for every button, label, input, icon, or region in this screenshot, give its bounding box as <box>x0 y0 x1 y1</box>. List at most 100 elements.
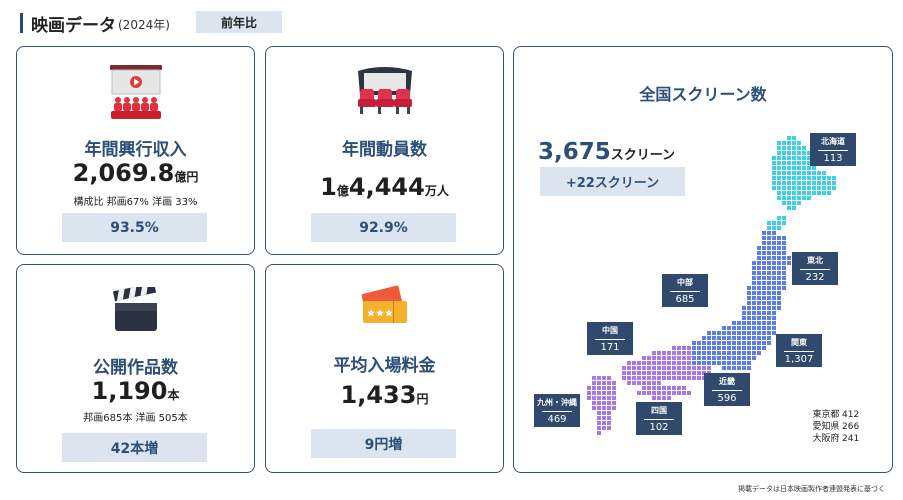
map-dot <box>707 331 711 335</box>
map-dot <box>812 186 816 190</box>
map-dot <box>772 186 776 190</box>
map-dot <box>687 346 691 350</box>
map-dot <box>792 141 796 145</box>
map-dot <box>772 236 776 240</box>
map-dot <box>782 161 786 165</box>
map-dot <box>822 186 826 190</box>
map-dot <box>692 376 696 380</box>
map-dot <box>597 416 601 420</box>
map-dot <box>802 171 806 175</box>
map-dot <box>782 216 786 220</box>
map-dot <box>777 196 781 200</box>
region-kinki: 近畿 596 <box>704 373 750 406</box>
box-office-value: 2,069.8億円 <box>17 159 254 187</box>
region-chugoku: 中国 171 <box>587 322 633 355</box>
map-dot <box>777 156 781 160</box>
map-dot <box>682 351 686 355</box>
map-dot <box>667 376 671 380</box>
compare-badge: 前年比 <box>196 11 282 33</box>
map-dot <box>652 366 656 370</box>
map-dot <box>812 191 816 195</box>
map-dot <box>757 311 761 315</box>
map-dot <box>782 201 786 205</box>
map-dot <box>632 381 636 385</box>
region-shikoku: 四国 102 <box>636 402 682 435</box>
map-dot <box>777 296 781 300</box>
map-dot <box>752 316 756 320</box>
releases-number: 1,190 <box>91 377 168 405</box>
map-dot <box>792 191 796 195</box>
map-dot <box>647 391 651 395</box>
admissions-yoy: 92.9% <box>311 213 456 242</box>
map-dot <box>712 331 716 335</box>
map-dot <box>607 411 611 415</box>
map-dot <box>602 401 606 405</box>
map-dot <box>767 331 771 335</box>
map-dot <box>747 351 751 355</box>
map-dot <box>787 196 791 200</box>
map-dot <box>762 301 766 305</box>
map-dot <box>642 391 646 395</box>
map-dot <box>597 391 601 395</box>
map-dot <box>597 411 601 415</box>
admissions-number-b: 4,444 <box>348 173 425 201</box>
map-dot <box>647 356 651 360</box>
map-dot <box>602 421 606 425</box>
avg-price-number: 1,433 <box>340 381 417 409</box>
map-dot <box>782 151 786 155</box>
map-dot <box>717 341 721 345</box>
map-dot <box>662 371 666 375</box>
map-dot <box>672 356 676 360</box>
map-dot <box>657 381 661 385</box>
map-dot <box>827 176 831 180</box>
map-dot <box>787 176 791 180</box>
map-dot <box>662 356 666 360</box>
map-dot <box>767 271 771 275</box>
map-dot <box>757 351 761 355</box>
map-dot <box>767 301 771 305</box>
screens-card: 全国スクリーン数 3,675スクリーン +22スクリーン 北海道 113 東北 23… <box>513 46 893 473</box>
map-dot <box>637 366 641 370</box>
map-dot <box>682 346 686 350</box>
map-dot <box>807 171 811 175</box>
map-dot <box>662 361 666 365</box>
region-kanto: 関東 1,307 <box>776 334 822 367</box>
map-dot <box>777 261 781 265</box>
map-dot <box>747 331 751 335</box>
map-dot <box>737 361 741 365</box>
map-dot <box>792 171 796 175</box>
map-dot <box>797 191 801 195</box>
map-dot <box>652 391 656 395</box>
map-dot <box>787 146 791 150</box>
map-dot <box>727 341 731 345</box>
map-dot <box>657 396 661 400</box>
map-dot <box>817 176 821 180</box>
map-dot <box>832 181 836 185</box>
map-dot <box>762 311 766 315</box>
map-dot <box>597 421 601 425</box>
map-dot <box>772 176 776 180</box>
map-dot <box>722 361 726 365</box>
map-dot <box>592 396 596 400</box>
japan-map-icon <box>587 136 836 435</box>
map-dot <box>592 401 596 405</box>
map-dot <box>732 326 736 330</box>
map-dot <box>802 156 806 160</box>
map-dot <box>762 346 766 350</box>
map-dot <box>687 361 691 365</box>
map-dot <box>702 346 706 350</box>
map-dot <box>757 296 761 300</box>
map-dot <box>772 331 776 335</box>
pref-osaka: 大阪府 241 <box>812 434 860 444</box>
avg-price-value: 1,433円 <box>266 381 503 409</box>
map-dot <box>772 231 776 235</box>
map-dot <box>642 386 646 390</box>
map-dot <box>602 406 606 410</box>
map-dot <box>697 361 701 365</box>
map-dot <box>602 426 606 430</box>
map-dot <box>632 376 636 380</box>
box-office-title: 年間興行収入 <box>84 140 187 160</box>
map-dot <box>757 266 761 270</box>
map-dot <box>742 336 746 340</box>
map-dot <box>727 366 731 370</box>
